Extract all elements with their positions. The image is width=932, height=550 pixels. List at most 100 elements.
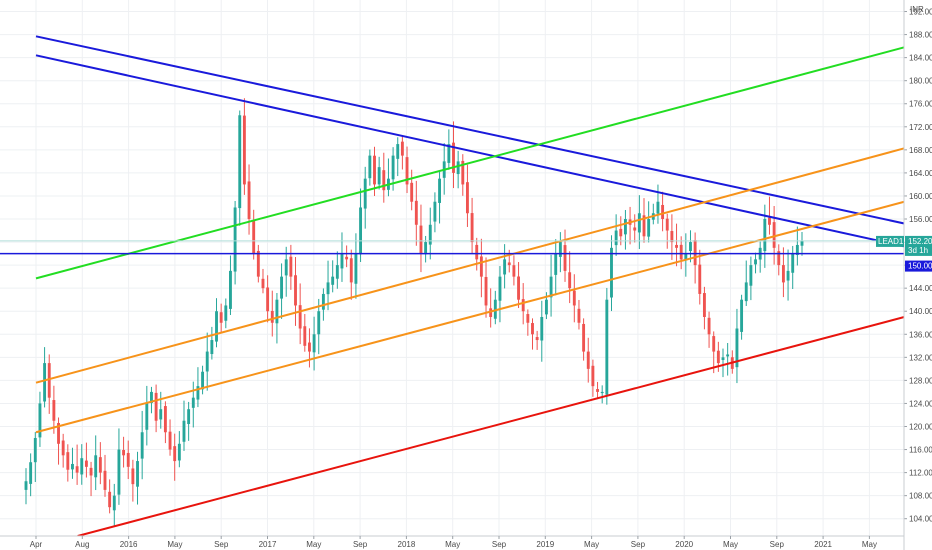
candle-body <box>275 299 279 324</box>
candle-body <box>800 240 804 246</box>
candle-body <box>656 201 660 214</box>
y-tick-label: 124.00 <box>909 399 932 408</box>
x-tick-label: Sep <box>770 540 785 549</box>
candle-body <box>261 278 265 289</box>
y-tick-label: 136.00 <box>909 330 932 339</box>
candle-body <box>702 293 706 317</box>
x-tick-label: Sep <box>214 540 229 549</box>
candle-body <box>740 299 744 332</box>
candle-body <box>219 312 223 323</box>
candle-body <box>326 282 330 295</box>
candle-body <box>400 141 404 156</box>
candle-body <box>582 323 586 352</box>
candle-body <box>163 406 167 433</box>
candle-body <box>382 170 386 191</box>
candle-body <box>493 299 497 319</box>
candle-body <box>57 422 60 444</box>
candle-body <box>489 308 493 317</box>
y-tick-label: 120.00 <box>909 422 932 431</box>
x-tick-label: 2016 <box>120 540 138 549</box>
candle-body <box>558 242 562 257</box>
candle-body <box>619 228 623 237</box>
x-tick-label: Sep <box>353 540 368 549</box>
candle-body <box>693 240 697 266</box>
candle-body <box>377 167 381 185</box>
candle-body <box>517 276 520 300</box>
candle-body <box>679 244 683 260</box>
candle-body <box>572 290 576 306</box>
candle-body <box>754 259 757 265</box>
candle-body <box>145 403 149 430</box>
time-axis[interactable]: Apr Aug 2016 May Sep 2017 May Sep 2018 May Sep 2019… <box>0 535 904 549</box>
candle-body <box>642 215 646 237</box>
candle-body <box>735 328 739 368</box>
x-tick-label: Sep <box>631 540 646 549</box>
price-badge-value: 152.20 <box>908 237 932 246</box>
y-tick-label: 192.00 <box>909 8 932 17</box>
candle-body <box>786 270 790 281</box>
candle-body <box>781 265 785 283</box>
y-tick-label: 128.00 <box>909 376 932 385</box>
candle-body <box>549 276 553 298</box>
candle-body <box>637 213 641 233</box>
candle-body <box>391 155 395 180</box>
price-axis[interactable]: INR 104.00 108.00 112.00 116.00 120.00 124.00… <box>903 0 932 550</box>
price-badge-countdown: 3d 1h <box>908 246 928 255</box>
x-tick-label: 2018 <box>398 540 416 549</box>
x-tick-label: 2019 <box>536 540 554 549</box>
trend-line[interactable] <box>77 308 932 536</box>
candle-body <box>89 467 93 476</box>
x-tick-label: May <box>723 540 738 549</box>
candle-body <box>665 218 669 231</box>
candle-body <box>131 468 135 485</box>
x-tick-label: May <box>306 540 321 549</box>
candle-body <box>465 182 469 214</box>
candle-body <box>205 351 209 372</box>
candle-body <box>777 251 781 266</box>
candle-body <box>647 219 651 237</box>
trend-line[interactable] <box>35 193 932 434</box>
candle-body <box>154 392 158 421</box>
x-tick-label: May <box>862 540 877 549</box>
candle-body <box>721 357 725 360</box>
candle-body <box>712 336 716 352</box>
trend-line[interactable] <box>35 39 932 280</box>
candle-body <box>321 293 325 310</box>
trend-line[interactable] <box>35 139 932 384</box>
y-tick-label: 176.00 <box>909 100 932 109</box>
candle-body <box>75 466 79 473</box>
y-tick-label: 104.00 <box>909 515 932 524</box>
candle-body <box>577 308 581 323</box>
candle-body <box>405 157 409 185</box>
candle-body <box>526 314 530 323</box>
candle-body <box>289 256 293 277</box>
candle-body <box>298 305 302 329</box>
candle-body <box>456 161 460 175</box>
symbol-badge-text: LEAD1! <box>878 237 906 246</box>
y-tick-label: 140.00 <box>909 307 932 316</box>
candle-body <box>94 455 98 478</box>
candle-body <box>168 431 172 450</box>
candle-body <box>215 311 218 342</box>
chart-grid <box>0 0 904 536</box>
x-tick-label: 2017 <box>259 540 277 549</box>
trend-line[interactable] <box>35 35 932 230</box>
candle-body <box>452 142 455 173</box>
candle-body <box>177 443 181 461</box>
candle-body <box>419 225 423 254</box>
candle-body <box>294 275 297 306</box>
candle-body <box>266 287 270 312</box>
candle-body <box>707 317 711 335</box>
y-tick-label: 112.00 <box>909 469 932 478</box>
candle-body <box>689 242 692 252</box>
candle-body <box>359 207 363 255</box>
trend-line[interactable] <box>35 54 932 253</box>
candle-body <box>540 316 544 341</box>
candle-body <box>229 270 232 309</box>
candle-body <box>795 244 799 256</box>
candle-body <box>368 155 372 179</box>
candle-body <box>363 178 367 209</box>
x-tick-label: May <box>445 540 460 549</box>
candle-body <box>317 311 321 335</box>
